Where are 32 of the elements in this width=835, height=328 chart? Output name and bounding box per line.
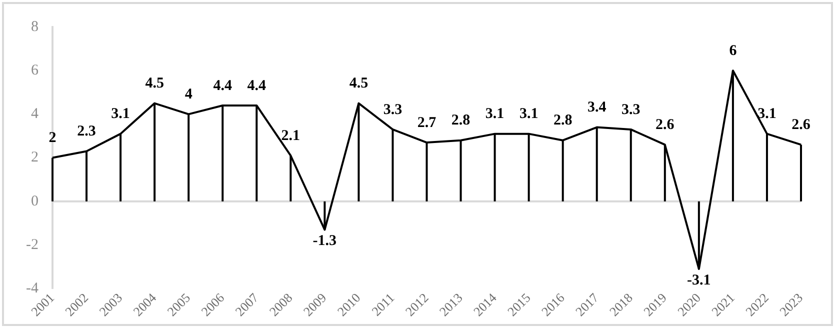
data-label: -3.1 bbox=[687, 272, 711, 288]
y-tick-label: 0 bbox=[30, 193, 38, 210]
data-label: -1.3 bbox=[312, 233, 337, 250]
data-label: 4 bbox=[184, 86, 193, 103]
y-tick-label: 6 bbox=[30, 62, 39, 79]
data-label: 2 bbox=[48, 130, 56, 146]
x-tick-label: 2021 bbox=[708, 290, 738, 320]
data-label: 2.6 bbox=[656, 117, 675, 134]
data-label: 3.1 bbox=[485, 106, 504, 122]
data-label: 3.1 bbox=[111, 106, 130, 122]
data-label: 2.3 bbox=[77, 124, 96, 140]
y-tick-label: -2 bbox=[26, 236, 38, 253]
data-label: 3.1 bbox=[519, 106, 538, 122]
data-label: 2.8 bbox=[553, 112, 572, 129]
data-label: 4.5 bbox=[349, 76, 368, 92]
y-tick-label: -4 bbox=[26, 280, 39, 297]
y-tick-label: 2 bbox=[30, 150, 38, 166]
data-label: 2.7 bbox=[417, 114, 437, 131]
data-label: 3.4 bbox=[587, 100, 607, 116]
data-label: 3.3 bbox=[383, 102, 402, 118]
data-label: 2.1 bbox=[281, 128, 300, 144]
data-label: 3.3 bbox=[622, 102, 640, 118]
data-label: 4.4 bbox=[247, 78, 267, 94]
x-tick-label: 2011 bbox=[368, 290, 398, 319]
data-label: 2.6 bbox=[792, 117, 811, 134]
data-label: 4.5 bbox=[145, 76, 164, 92]
y-tick-label: 4 bbox=[30, 106, 39, 122]
data-label: 6 bbox=[729, 42, 738, 59]
y-tick-label: 8 bbox=[30, 18, 38, 35]
data-label: 2.8 bbox=[451, 112, 470, 129]
data-label: 3.1 bbox=[758, 106, 776, 122]
data-label: 4.4 bbox=[213, 78, 232, 94]
